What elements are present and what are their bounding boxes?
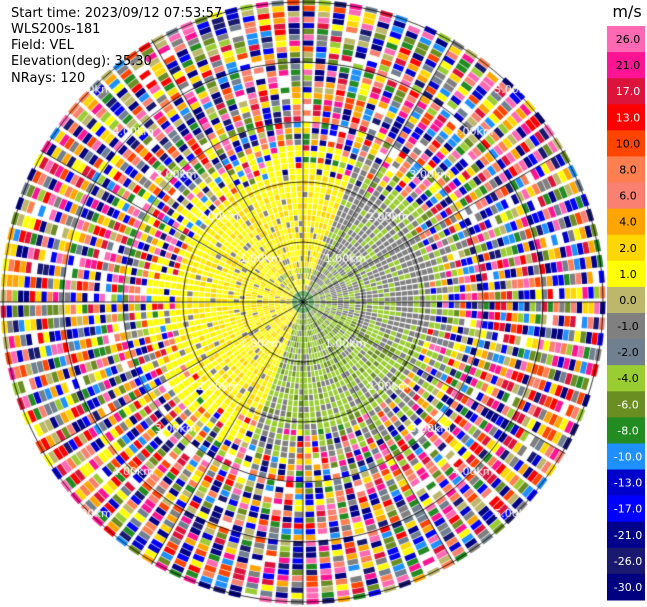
colorbar-swatch [607, 495, 645, 523]
colorbar-swatch [607, 313, 645, 340]
colorbar-tick-label: 6.0 [619, 190, 637, 203]
colorbar-tick-label: -4.0 [617, 372, 638, 385]
colorbar-tick-label: 0.0 [619, 294, 637, 307]
colorbar-tick-label: 10.0 [616, 137, 641, 150]
colorbar-tick-label: -1.0 [617, 320, 638, 333]
start-time-text: Start time: 2023/09/12 07:53:57 [11, 6, 223, 21]
colorbar-swatch [607, 78, 645, 105]
colorbar-swatch [607, 156, 645, 184]
colorbar-tick-label: 1.0 [619, 268, 637, 281]
colorbar-tick-label: -10.0 [614, 451, 642, 464]
nrays-text: NRays: 120 [11, 71, 86, 86]
colorbar-swatch [607, 469, 645, 497]
colorbar-tick-label: -30.0 [614, 581, 642, 594]
colorbar-swatch [607, 521, 645, 549]
colorbar-swatch [607, 26, 645, 53]
colorbar-swatch [607, 417, 645, 444]
colorbar-swatch [607, 130, 645, 157]
colorbar-tick-label: 13.0 [616, 111, 641, 124]
colorbar-tick-label: 2.0 [619, 242, 637, 255]
colorbar-swatch [607, 208, 645, 236]
colorbar-unit-label: m/s [612, 2, 641, 21]
colorbar-swatch [607, 443, 645, 471]
colorbar-tick-label: 26.0 [616, 33, 641, 46]
colorbar-tick-label: 4.0 [619, 216, 637, 229]
colorbar-swatch [607, 365, 645, 392]
colorbar-tick-label: 21.0 [616, 59, 641, 72]
colorbar-tick-label: 8.0 [619, 164, 637, 177]
colorbar-swatch [607, 182, 645, 210]
colorbar-tick-label: -17.0 [614, 503, 642, 516]
colorbar-swatch [607, 573, 645, 601]
colorbar-tick-label: -8.0 [617, 424, 638, 437]
colorbar-tick-label: -26.0 [614, 555, 642, 568]
colorbar-swatch [607, 104, 645, 131]
colorbar-tick-label: -2.0 [617, 346, 638, 359]
colorbar-tick-label: -21.0 [614, 529, 642, 542]
colorbar-swatch [607, 547, 645, 575]
colorbar-swatch [607, 339, 645, 366]
colorbar-tick-label: -13.0 [614, 477, 642, 490]
colorbar-tick-label: 17.0 [616, 85, 641, 98]
colorbar-tick-label: -6.0 [617, 398, 638, 411]
elevation-text: Elevation(deg): 35.30 [11, 54, 152, 69]
colorbar-swatch [607, 391, 645, 418]
field-text: Field: VEL [11, 38, 74, 53]
colorbar: m/s 26.0 21.0 17.0 13.0 10.0 8.0 6.0 4.0 2.0 1.0 0.… [607, 2, 645, 601]
colorbar-swatch [607, 234, 645, 262]
site-name-text: WLS200s-181 [11, 22, 101, 37]
colorbar-swatch [607, 260, 645, 288]
colorbar-swatch [607, 286, 645, 314]
colorbar-swatch [607, 52, 645, 79]
